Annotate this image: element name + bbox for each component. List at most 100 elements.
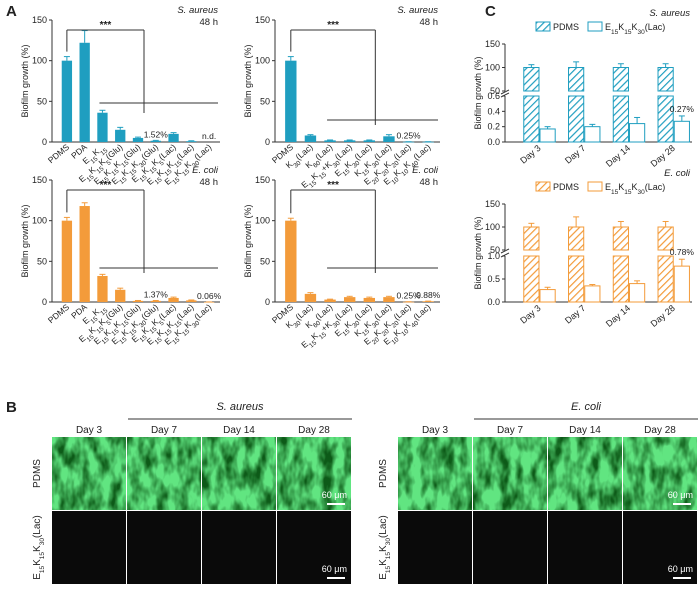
label-part: K [111, 318, 122, 330]
y-tick-label: 50 [490, 245, 500, 255]
label-part: 15 [99, 147, 109, 157]
label-part: 15 [100, 335, 110, 345]
label-part: 15 [611, 189, 619, 196]
data-label: 0.06% [197, 291, 222, 301]
bar-K15K30(Lac) [383, 136, 395, 142]
y-tick-label: 150 [485, 199, 500, 209]
label-part: 30 [191, 159, 201, 169]
label-part: K [372, 167, 383, 179]
label-part: 30 [138, 159, 148, 169]
label-part: 10 [390, 336, 400, 346]
axis-break-mark [500, 89, 510, 95]
micrograph-tile [548, 511, 622, 584]
label-part: K [164, 159, 175, 171]
legend-label-pdms: PDMS [553, 22, 579, 32]
label-part: 30 [292, 159, 302, 169]
x-tick-label: PDMS [46, 142, 71, 166]
x-tick-label: PDMS [46, 302, 71, 326]
label-part: K [284, 319, 295, 331]
label-part: 60 [312, 319, 322, 329]
x-tick-label: Day 7 [563, 143, 587, 166]
label-part: K [32, 559, 43, 566]
bar-PDMS [61, 220, 73, 302]
label-part: E [382, 335, 393, 347]
label-part: K [149, 156, 160, 168]
label-part: 5 [158, 159, 166, 167]
label-part: 30 [385, 538, 392, 546]
label-part: K [352, 327, 363, 339]
label-part: (Lac) [192, 302, 213, 322]
bar-polymer-Day 14 [628, 283, 646, 303]
label-part: PDMS [270, 302, 295, 326]
label-part: 15 [128, 167, 138, 177]
label-part: 30 [371, 319, 381, 329]
label-part: E [299, 339, 310, 351]
label-part: K [164, 319, 175, 331]
label-part: (Lac) [174, 302, 195, 322]
label-part: E [130, 333, 141, 345]
label-part: 15 [318, 331, 328, 341]
bar-PDA [79, 206, 90, 302]
label-part: K [102, 327, 113, 339]
label-part: 15 [361, 167, 371, 177]
y-tick-label: 0.4 [487, 106, 500, 116]
bar-polymer-Day 3 [539, 128, 556, 143]
label-part: K [632, 22, 638, 32]
bar-E10K10K40(Lac) [422, 301, 434, 302]
micrograph-row-label: PDMS [378, 459, 389, 488]
bar-E15K15K15(Glu) [132, 137, 144, 142]
label-part: K [378, 545, 389, 552]
label-part: E [362, 175, 373, 187]
micrograph-day-label: Day 28 [298, 425, 330, 436]
legend-swatch-pdms [535, 21, 551, 32]
data-label: 0.25% [397, 131, 422, 141]
scale-bar-label: 60 μm [322, 490, 347, 500]
label-part: K [401, 319, 412, 331]
label-part: (Glu) [139, 302, 160, 322]
label-part: 15 [308, 179, 318, 189]
label-part: K [155, 167, 166, 179]
label-part: 20 [390, 319, 400, 329]
panel-label-a: A [6, 3, 17, 20]
label-part: 5 [105, 159, 113, 167]
label-part: 15 [110, 167, 120, 177]
bar-K30(Lac) [304, 293, 317, 302]
label-part: PDMS [46, 142, 71, 166]
label-part: E [145, 175, 156, 187]
bar-E15K15K30(Glu) [150, 140, 161, 142]
label-part: 15 [153, 176, 163, 186]
label-part: 15 [181, 167, 191, 177]
label-part: K [129, 318, 140, 330]
bar-E15K15 [97, 275, 108, 302]
label-part: K [149, 316, 160, 328]
label-part: 15 [39, 552, 46, 560]
label-part: K [140, 325, 151, 337]
label-part: 30 [331, 319, 341, 329]
label-part: 15 [148, 325, 158, 335]
y-tick-label: 0.2 [487, 122, 500, 132]
scale-bar-label: 60 μm [668, 564, 693, 574]
label-part: 15 [95, 165, 105, 175]
x-tick-label: Day 14 [604, 303, 632, 329]
chart-title: E. coli [192, 165, 219, 176]
label-part: (Lac) [378, 515, 389, 538]
label-part: 30 [638, 29, 646, 36]
y-tick-label: 100 [255, 216, 270, 226]
label-part: K [119, 167, 130, 179]
bar-pdms-upper-Day 3 [523, 67, 540, 92]
chart-title: E. coli [412, 165, 439, 176]
label-part: (Lac) [372, 302, 393, 322]
label-part: E [81, 315, 92, 327]
data-label: 0.88% [416, 290, 441, 300]
chart-title: S. aureus [177, 5, 218, 16]
micrograph-row-label: E15K15K30(Lac) [378, 515, 392, 580]
y-axis-label: Biofilm growth (%) [20, 204, 30, 277]
legend-swatch-polymer [587, 181, 603, 192]
chart-c2-ecoli-longterm: 50 100 150 0.0 0.5 1.0 Biofilm growth (%) E. co… [473, 168, 694, 329]
label-part: PDMS [378, 459, 389, 488]
label-part: E [382, 175, 393, 187]
bar-pdms-upper-Day 7 [568, 67, 585, 92]
label-part: E [77, 333, 88, 345]
